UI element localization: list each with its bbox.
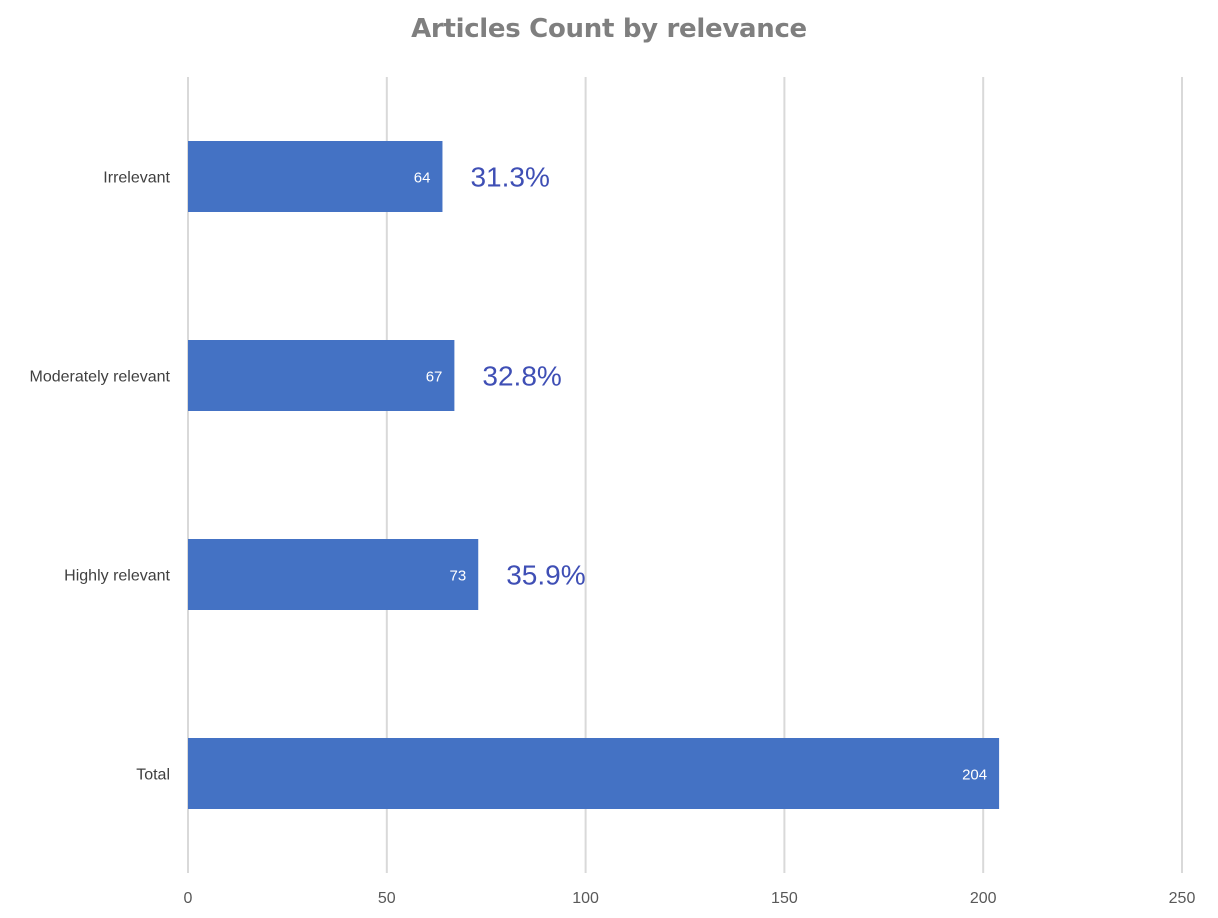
percentage-annotation: 32.8% [482,361,561,392]
bar-value-label: 73 [450,568,467,585]
chart-title: Articles Count by relevance [411,14,807,44]
category-label: Total [136,767,170,784]
x-tick-label: 100 [572,890,599,907]
category-label: Moderately relevant [29,369,170,386]
bar [188,539,479,610]
bar-value-label: 64 [414,170,431,187]
x-tick-label: 200 [970,890,997,907]
category-label: Irrelevant [103,170,170,187]
percentage-annotation: 31.3% [470,162,549,193]
bar-value-label: 204 [962,767,987,784]
bar-value-label: 67 [426,369,443,386]
bar [188,340,455,411]
bar [188,141,443,212]
percentage-annotation: 35.9% [506,560,585,591]
labels: 0 50 100 150 200 250 Irrelevant 64 31.3% Moderate… [29,162,1195,908]
bar [188,738,1000,809]
x-tick-label: 0 [184,890,193,907]
category-label: Highly relevant [64,568,170,585]
x-tick-label: 150 [771,890,798,907]
x-tick-label: 250 [1169,890,1196,907]
x-tick-label: 50 [378,890,396,907]
bars [188,141,1000,809]
